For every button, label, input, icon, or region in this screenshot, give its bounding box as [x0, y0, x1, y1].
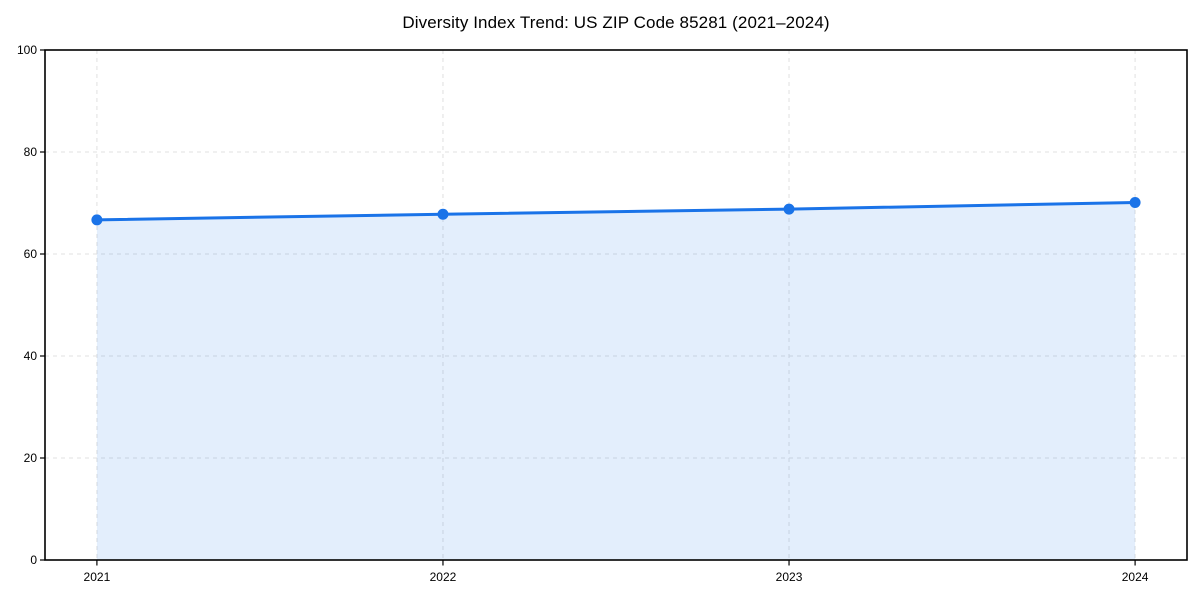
data-point-2021: [91, 214, 103, 226]
y-tick-label-80: 80: [24, 145, 38, 159]
data-point-2023: [783, 203, 795, 215]
data-point-2022: [437, 208, 449, 220]
y-tick-label-60: 60: [24, 247, 38, 261]
x-tick-label-2022: 2022: [430, 570, 457, 584]
data-point-2024: [1129, 196, 1141, 208]
axes-spines: [44, 49, 1188, 561]
trend-line: [95, 200, 1137, 222]
area-fill: [96, 202, 1136, 561]
chart-title: Diversity Index Trend: US ZIP Code 85281…: [402, 13, 830, 32]
y-tick-label-20: 20: [24, 451, 38, 465]
y-tick-label-40: 40: [24, 349, 38, 363]
y-tick-label-0: 0: [30, 553, 37, 567]
y-tick-label-100: 100: [17, 43, 37, 57]
x-tick-label-2023: 2023: [776, 570, 803, 584]
x-tick-label-2021: 2021: [84, 570, 111, 584]
x-tick-label-2024: 2024: [1122, 570, 1149, 584]
